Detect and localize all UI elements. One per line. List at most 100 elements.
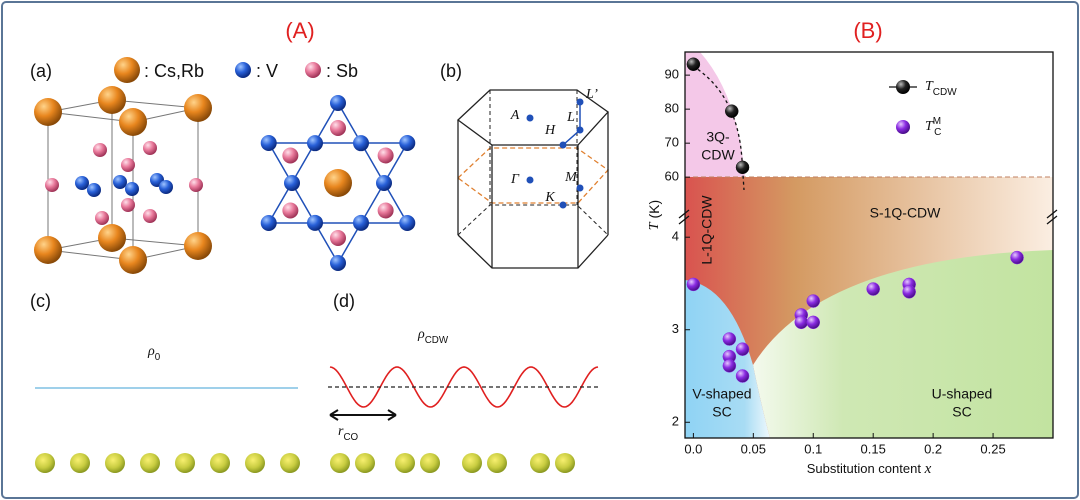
x-axis-label-var: x [924,461,932,477]
data-point [1010,250,1024,265]
atom-v [353,214,369,231]
legend-sup: M [933,116,941,127]
legend-marker [896,120,910,134]
panel-title: (B) [853,18,882,43]
atom-sb [377,147,394,164]
panel-b: (B) 60 70 80 90 2 3 4 0.0 0.05 0.1 0.15 0.2 0.25 Subst… [646,18,1058,477]
atom-cs [184,94,212,122]
edge [111,99,199,109]
rho-0-sub: 0 [155,352,161,363]
data-point [794,315,809,330]
k-point [526,114,534,122]
atom-v [330,255,346,271]
r-co: rCO [338,424,359,442]
atom-v [125,182,139,196]
legend-text: : Cs,Rb [144,61,204,81]
region-label: SC [712,404,731,420]
r-co-sub: CO [343,432,358,443]
atom-sb [330,230,346,246]
legend-sub: CDW [933,87,957,98]
region-label: 3Q- [706,129,730,145]
axis-break [1046,209,1058,225]
data-point [902,285,916,299]
atom-v [260,135,277,151]
atom-v [330,95,346,111]
panel-label: (d) [333,291,355,311]
legend-atom [114,57,140,83]
region-label: L-1Q-CDW [699,195,715,265]
k-point [576,98,584,106]
atom [140,453,160,473]
atom [530,453,550,473]
data-point [724,104,739,118]
atom [330,453,350,473]
data-point [806,294,821,308]
atom [355,453,375,473]
region-label: V-shaped [692,386,751,402]
arrow [329,409,397,421]
atom-sb [143,209,157,223]
edge [111,237,199,247]
y-axis-label: T (K) [646,200,663,230]
rho-cdw-sub: CDW [425,335,449,346]
data-point [686,57,701,71]
rho-cdw: ρCDW [417,327,449,345]
panel-label: (c) [30,291,51,311]
bz-bottom [457,234,609,269]
data-point [806,315,821,330]
atom-cs [98,86,126,114]
atom-v [87,183,101,197]
k-point [559,141,567,149]
atom-sb [330,120,346,136]
region-label: S-1Q-CDW [870,205,942,221]
k-point [576,126,584,134]
atom-sb [95,211,109,225]
axis-break [678,209,690,225]
data-point [722,359,737,373]
atom [175,453,195,473]
r-co-symbol: r [338,424,344,439]
rho-0-symbol: ρ [147,344,155,359]
x-tick-label: 0.25 [980,441,1005,456]
atom-sb [189,178,203,192]
legend-sub: C [934,127,941,138]
x-tick-label: 0.05 [741,441,766,456]
atom [35,453,55,473]
atom-sb [45,178,59,192]
atom [395,453,415,473]
atom-cs [119,246,147,274]
atom [555,453,575,473]
atom-v [75,176,89,190]
panel-title: (A) [285,18,314,43]
atom-v [399,215,416,231]
k-point-label: L [566,110,575,125]
region-label: SC [952,404,971,420]
legend-marker [896,80,910,94]
atom [70,453,90,473]
data-point [735,342,750,356]
atom-cs [119,108,147,136]
panel-label: (b) [440,61,462,81]
edge [47,249,134,261]
region-u-sc [753,250,1053,438]
atom-sb [121,158,135,172]
x-axis-label: Substitution content x [807,461,932,477]
data-point [686,277,701,292]
k-point [526,176,534,184]
atom-v [284,175,300,191]
legend-atom [235,62,251,78]
legend-text: : V [256,61,278,81]
k-point [559,201,567,209]
kagome-triangle [267,101,409,224]
atom-sb [121,198,135,212]
atom-cs [98,224,126,252]
atom [420,453,440,473]
atom-sb [143,141,157,155]
edge [47,111,134,123]
legend-label: TCDW [925,79,957,97]
y-tick-label: 80 [665,101,679,116]
x-tick-label: 0.1 [804,441,822,456]
rho-cdw-symbol: ρ [417,327,425,342]
